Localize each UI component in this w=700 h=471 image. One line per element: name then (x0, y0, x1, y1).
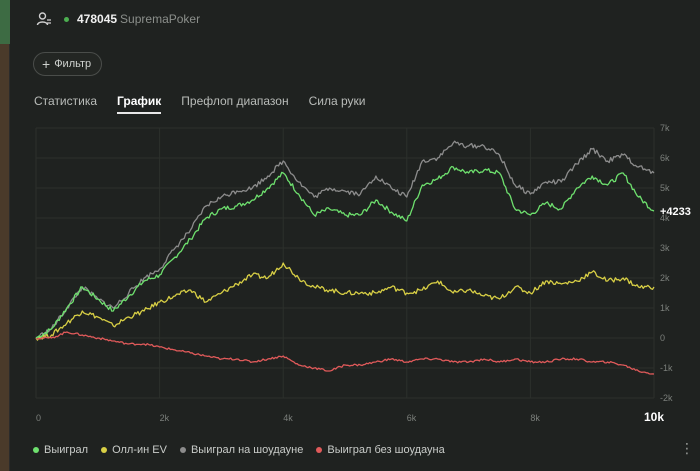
legend-label-allin-ev: Олл-ин EV (112, 444, 167, 456)
x-tick-label: 10k (644, 410, 664, 424)
legend-dot-non-showdown (316, 447, 323, 453)
tab-bar: Статистика График Префлоп диапазон Сила … (34, 94, 365, 114)
player-id: 478045 (77, 12, 118, 26)
left-accent-strip (0, 44, 10, 471)
tab-hand-strength[interactable]: Сила руки (308, 94, 366, 108)
legend-label-won: Выиграл (44, 444, 89, 456)
y-tick-label: -1k (660, 363, 673, 373)
series-line-1 (35, 262, 655, 341)
user-settings-icon[interactable] (36, 11, 52, 27)
player-header: 478045 SupremaPoker (36, 10, 200, 28)
y-tick-label: 4k (660, 213, 670, 223)
end-value-label: +4233 (660, 206, 691, 218)
legend-item-won[interactable]: Выиграл (33, 444, 88, 456)
filter-button[interactable]: + Фильтр (33, 52, 103, 76)
tab-preflop-range[interactable]: Префлоп диапазон (181, 94, 289, 108)
legend-item-allin-ev[interactable]: Олл-ин EV (101, 444, 167, 456)
legend-dot-allin-ev (101, 447, 108, 453)
x-tick-label: 8k (530, 413, 540, 423)
x-tick-label: 6k (407, 413, 417, 423)
legend-item-showdown[interactable]: Выиграл на шоудауне (179, 444, 304, 456)
tab-graph[interactable]: График (117, 94, 162, 114)
profit-chart[interactable]: -2k -1k 0 1k 2k 3k 4k 5k 6k 7k 0 2k 4k 6k 8k 10k +4233 (0, 120, 700, 438)
legend-item-non-showdown[interactable]: Выиграл без шоудауна (316, 444, 445, 456)
plus-icon: + (42, 56, 51, 72)
legend-label-non-showdown: Выиграл без шоудауна (327, 444, 445, 456)
series-line-0 (35, 165, 655, 339)
y-tick-label: 5k (660, 183, 670, 193)
x-tick-label: 0 (36, 413, 41, 423)
y-tick-label: 6k (660, 153, 670, 163)
y-tick-label: 7k (660, 123, 670, 133)
tab-statistics[interactable]: Статистика (34, 94, 98, 108)
site-name: SupremaPoker (120, 12, 201, 26)
y-tick-label: 3k (660, 243, 670, 253)
y-tick-label: 2k (660, 273, 670, 283)
x-tick-label: 4k (283, 413, 293, 423)
legend-dot-won (33, 447, 39, 453)
more-options-icon[interactable]: ⋮ (680, 440, 694, 456)
chart-legend: Выиграл Олл-ин EV Выиграл на шоудауне Вы… (33, 444, 445, 456)
online-status-dot (64, 16, 69, 22)
left-accent-strip-top (0, 0, 10, 44)
y-tick-label: -2k (660, 393, 673, 403)
y-tick-label: 1k (660, 303, 670, 313)
legend-label-showdown: Выиграл на шоудауне (190, 444, 304, 456)
filter-label: Фильтр (54, 58, 92, 70)
legend-dot-showdown (179, 447, 186, 453)
x-tick-label: 2k (160, 413, 170, 423)
y-tick-label: 0 (660, 333, 665, 343)
series-line-3 (35, 331, 655, 375)
